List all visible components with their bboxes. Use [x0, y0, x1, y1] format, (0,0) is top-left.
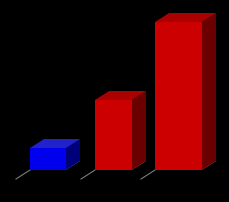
Polygon shape: [95, 161, 145, 170]
Polygon shape: [154, 161, 215, 170]
Polygon shape: [131, 91, 145, 170]
Polygon shape: [30, 161, 80, 170]
Polygon shape: [95, 91, 145, 100]
Polygon shape: [154, 22, 201, 170]
Polygon shape: [201, 13, 215, 170]
Polygon shape: [95, 100, 131, 170]
Polygon shape: [30, 148, 66, 170]
Polygon shape: [30, 139, 80, 148]
Polygon shape: [66, 139, 80, 170]
Polygon shape: [154, 13, 215, 22]
